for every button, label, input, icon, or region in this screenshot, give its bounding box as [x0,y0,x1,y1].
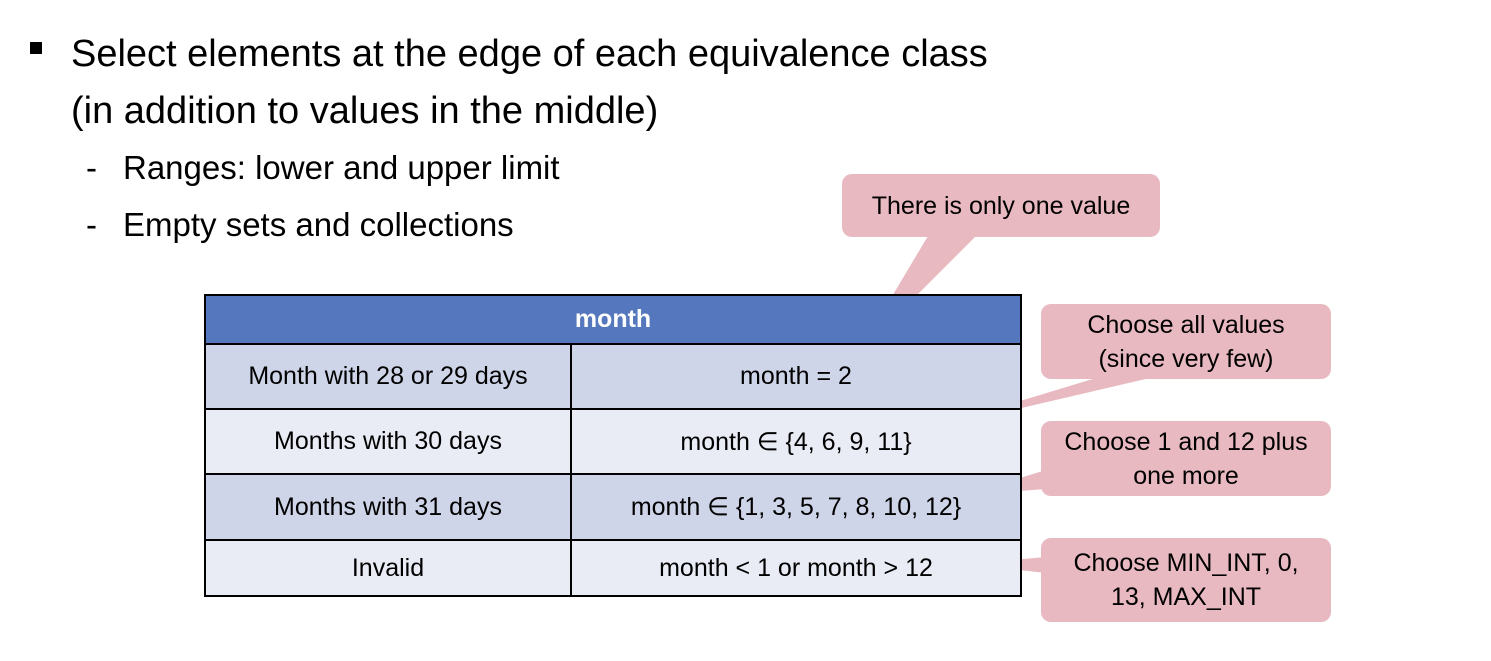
sub-item-empty-sets: - Empty sets and collections [86,205,514,245]
row-value: month = 2 [570,343,1022,410]
row-value: month ∈ {4, 6, 9, 11} [570,408,1022,475]
row-label: Months with 31 days [204,473,572,541]
callout-min-max-int: Choose MIN_INT, 0, 13, MAX_INT [1041,538,1331,622]
table-row: Invalid month < 1 or month > 12 [204,539,1022,597]
main-bullet-line-2: (in addition to values in the middle) [71,90,659,132]
table-header-month: month [204,294,1022,345]
callout-1-and-12: Choose 1 and 12 plus one more [1041,421,1331,496]
sub-item-ranges: - Ranges: lower and upper limit [86,148,560,188]
callout-line: There is only one value [871,191,1131,220]
main-bullet-line-1: Select elements at the edge of each equi… [71,33,988,75]
row-label: Months with 30 days [204,408,572,475]
callout-line: 13, MAX_INT [1110,583,1262,611]
row-value: month ∈ {1, 3, 5, 7, 8, 10, 12} [570,473,1022,541]
row-value: month < 1 or month > 12 [570,539,1022,597]
callout-line: Choose 1 and 12 plus [1064,427,1308,456]
table-row: Months with 30 days month ∈ {4, 6, 9, 11… [204,408,1022,475]
dash-icon: - [86,206,97,243]
row-label: Invalid [204,539,572,597]
dash-icon: - [86,149,97,186]
row-label: Month with 28 or 29 days [204,343,572,410]
sub-item-text: Empty sets and collections [123,206,514,243]
callout-line: one more [1133,461,1239,490]
bullet-square-icon [30,42,42,54]
sub-item-text: Ranges: lower and upper limit [123,149,560,186]
callout-one-value: There is only one value [842,174,1160,237]
table-row: Months with 31 days month ∈ {1, 3, 5, 7,… [204,473,1022,541]
month-equivalence-table: month Month with 28 or 29 days month = 2… [204,294,1022,597]
main-bullet-text: Select elements at the edge of each equi… [71,26,988,140]
callout-all-values: Choose all values (since very few) [1041,304,1331,379]
table-row: Month with 28 or 29 days month = 2 [204,343,1022,410]
callout-line: Choose all values [1087,310,1285,339]
callout-line: (since very few) [1098,344,1274,373]
callout-line: Choose MIN_INT, 0, [1073,549,1299,577]
